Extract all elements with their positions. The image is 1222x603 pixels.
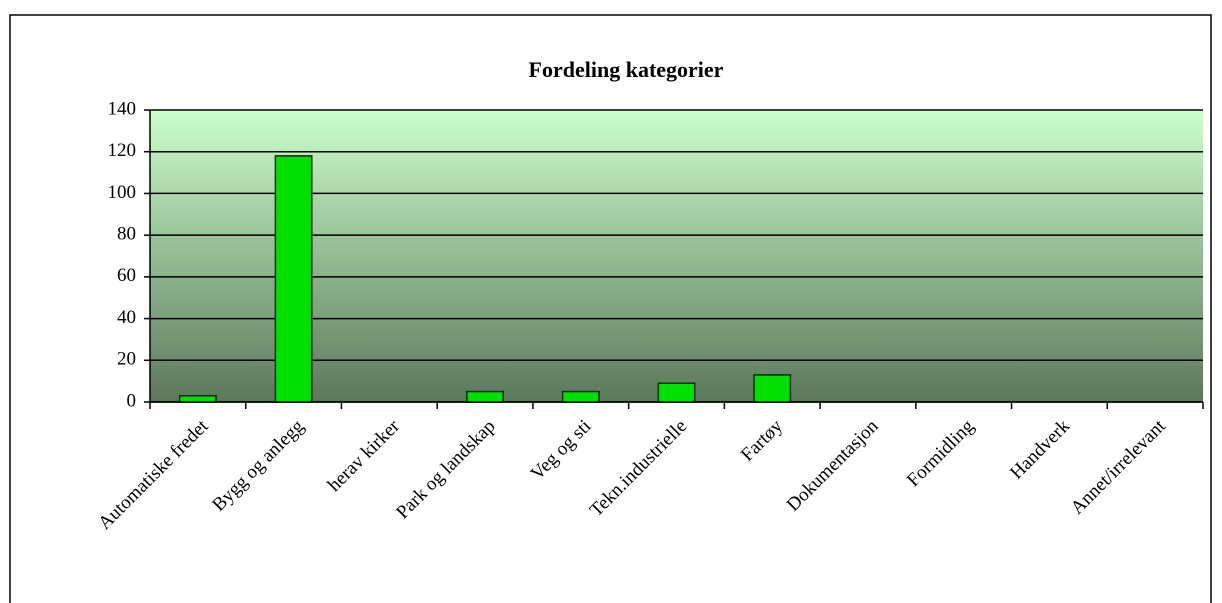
bar — [753, 374, 792, 403]
y-tick-label: 0 — [127, 390, 137, 411]
y-tick-label: 40 — [117, 307, 136, 328]
y-tick-label: 140 — [108, 98, 137, 119]
bar — [178, 394, 217, 403]
y-tick-label: 100 — [108, 182, 137, 203]
plot-area — [150, 110, 1203, 402]
y-tick-label: 120 — [108, 140, 137, 161]
bar — [274, 155, 313, 403]
y-tick-label: 60 — [117, 265, 136, 286]
y-tick-label: 80 — [117, 224, 136, 245]
chart-title: Fordeling kategorier — [529, 57, 724, 82]
bar — [466, 390, 504, 403]
bar — [561, 390, 600, 403]
bar — [657, 382, 696, 403]
y-tick-label: 20 — [117, 349, 136, 370]
